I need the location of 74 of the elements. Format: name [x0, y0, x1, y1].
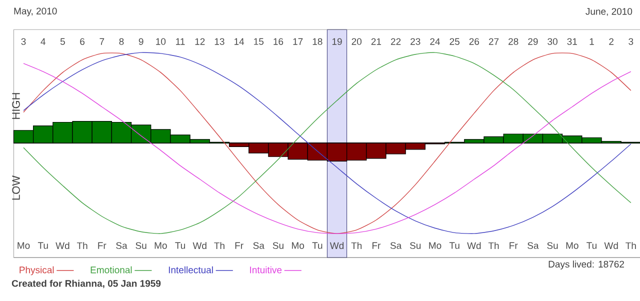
x-tick-label: Wd	[604, 242, 618, 250]
x2-tick-label: 22	[390, 38, 401, 45]
x-tick-label: Th	[488, 242, 499, 249]
x2-tick-label: 14	[234, 38, 244, 45]
x2-tick-label: 21	[371, 38, 382, 45]
x-tick-label: Sa	[528, 242, 539, 249]
x-tick-label: Mo	[18, 242, 30, 249]
x-tick-label: Th	[76, 242, 88, 249]
text: Created for Rhianna, 05 Jan 1959	[12, 280, 161, 288]
text: Days lived: 18762	[548, 260, 624, 270]
annotation: HIGH	[12, 93, 20, 119]
x-tick-label: Wd	[192, 242, 206, 250]
x2-tick-label: 18	[312, 38, 322, 45]
x2-tick-label: 16	[274, 38, 284, 45]
x2-tick-label: 20	[352, 38, 362, 45]
x2-tick-label: 26	[469, 38, 480, 45]
x2-tick-label: 17	[293, 38, 303, 45]
x-tick-label: Th	[626, 242, 636, 249]
x-tick-label: Fr	[98, 242, 106, 249]
x-tick-label: Mo	[154, 242, 167, 249]
x-tick-label: Wd	[56, 242, 70, 250]
x2-tick-label: 2	[609, 38, 614, 45]
x2-tick-label: 31	[567, 38, 577, 45]
x2-tick-label: 27	[488, 38, 499, 45]
x2-tick-label: 25	[450, 38, 460, 45]
x2-tick-label: 12	[195, 38, 205, 45]
x-tick-label: Th	[351, 242, 362, 249]
x-tick-label: Su	[136, 242, 146, 249]
legend-label: Intuitive	[250, 266, 282, 274]
text: June, 2010	[586, 8, 632, 16]
legend-label: Physical	[20, 266, 54, 276]
x2-tick-label: 5	[60, 38, 65, 45]
x-tick-label: Sa	[390, 242, 402, 249]
x-tick-label: Su	[272, 242, 284, 249]
x-tick-label: Mo	[429, 242, 442, 249]
x-tick-label: Tu	[38, 242, 48, 249]
annotation: LOW	[12, 176, 20, 200]
x-tick-label: Fr	[510, 242, 518, 249]
x2-tick-label: 24	[430, 38, 440, 45]
x-tick-label: Tu	[449, 242, 460, 249]
x2-tick-label: 9	[138, 38, 144, 45]
x2-tick-label: 7	[100, 38, 104, 45]
x-tick-label: Tu	[175, 242, 186, 249]
x-tick-label: Wd	[467, 242, 481, 250]
x2-tick-label: 11	[176, 38, 185, 45]
x-tick-label: Su	[410, 242, 421, 249]
x2-tick-label: 28	[508, 38, 518, 45]
x2-tick-label: 6	[80, 38, 85, 45]
x-tick-label: Sa	[116, 242, 128, 249]
x2-tick-label: 3	[628, 38, 634, 45]
x2-tick-label: 4	[40, 38, 46, 45]
x2-tick-label: 1	[590, 38, 594, 45]
x-tick-label: Mo	[292, 242, 304, 249]
x2-tick-label: 8	[119, 38, 124, 45]
x-tick-label: Fr	[235, 242, 244, 249]
x-tick-label: Mo	[566, 242, 578, 249]
x2-tick-label: 29	[528, 38, 538, 45]
x-tick-label: Th	[214, 242, 224, 249]
legend-label: Emotional	[90, 266, 132, 274]
x-tick-label: Tu	[586, 242, 596, 249]
x2-tick-label: 19	[332, 38, 342, 45]
x2-tick-label: 30	[548, 38, 558, 45]
x2-tick-label: 23	[410, 38, 420, 45]
x-tick-label: Tu	[312, 242, 322, 249]
x-tick-label: Wd	[330, 242, 344, 250]
x2-tick-label: 13	[214, 38, 224, 45]
x2-tick-label: 15	[254, 38, 264, 45]
x-tick-label: Fr	[372, 242, 381, 249]
text: May, 2010	[14, 8, 57, 16]
x2-tick-label: 3	[21, 38, 26, 45]
x-tick-label: Sa	[253, 242, 264, 249]
x-tick-label: Su	[547, 242, 558, 249]
legend-label: Intellectual	[168, 266, 213, 274]
x2-tick-label: 10	[156, 38, 166, 45]
